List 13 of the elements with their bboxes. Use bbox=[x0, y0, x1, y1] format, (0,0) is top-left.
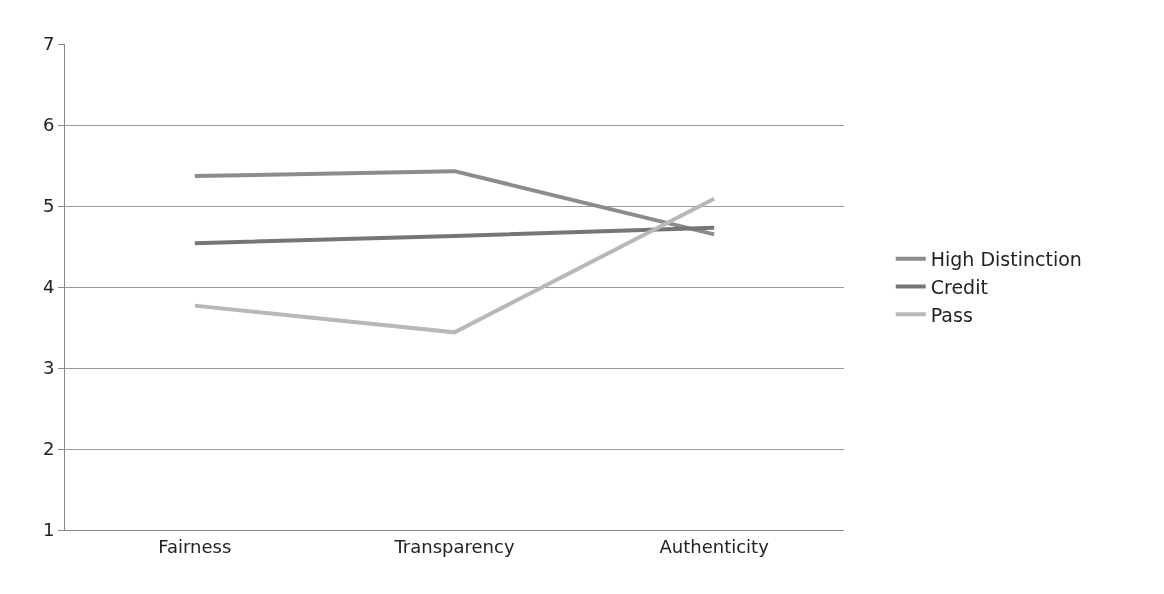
y-tick-label: 6 bbox=[42, 114, 55, 136]
legend-label: Credit bbox=[930, 275, 988, 298]
legend-label: Pass bbox=[930, 303, 973, 326]
y-tick-label: 2 bbox=[42, 438, 55, 460]
x-tick-label: Transparency bbox=[393, 535, 515, 557]
y-tick-label: 3 bbox=[42, 357, 55, 379]
y-tick-label: 4 bbox=[42, 276, 55, 298]
x-tick-label: Authenticity bbox=[659, 535, 770, 557]
y-tick-label: 5 bbox=[42, 195, 55, 217]
x-tick-label: Fairness bbox=[158, 535, 232, 557]
y-tick-label: 1 bbox=[42, 519, 55, 541]
y-tick-label: 7 bbox=[42, 33, 55, 55]
legend-label: High Distinction bbox=[930, 248, 1082, 271]
